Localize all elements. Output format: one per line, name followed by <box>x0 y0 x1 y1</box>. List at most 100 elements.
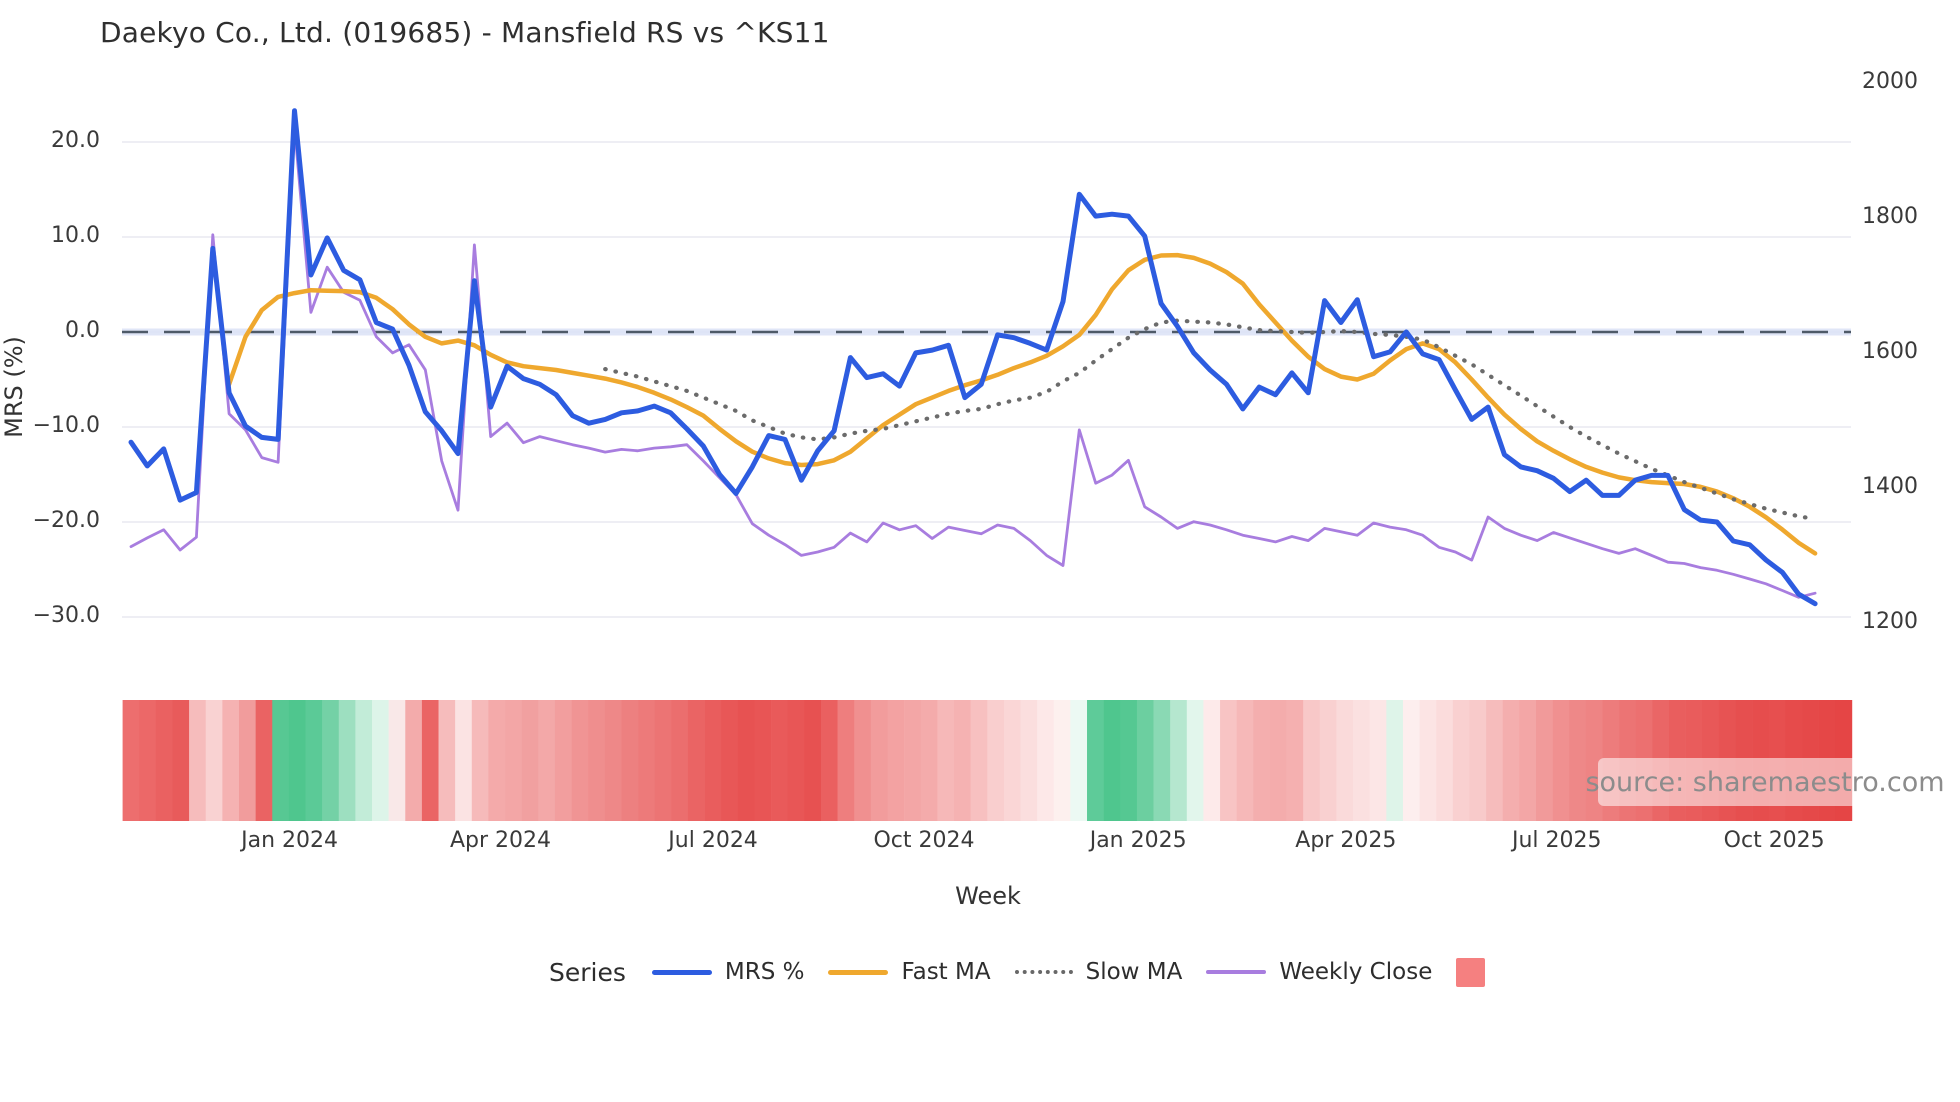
heatmap-cell <box>1003 700 1021 821</box>
y-tick-right-1600: 1600 <box>1862 338 1918 364</box>
heatmap-cell <box>1519 700 1537 821</box>
heatmap-cell <box>255 700 273 821</box>
heatmap-cell <box>704 700 722 821</box>
heatmap-cell <box>139 700 157 821</box>
heatmap-cell <box>887 700 905 821</box>
heatmap-cell <box>870 700 888 821</box>
heatmap-cell <box>754 700 772 821</box>
legend-item-mrs: MRS % <box>651 959 805 985</box>
heatmap-cell <box>804 700 822 821</box>
heatmap-cell <box>372 700 389 821</box>
heatmap-cell <box>1353 700 1370 821</box>
heatmap-cell <box>488 700 506 821</box>
heatmap-cell <box>205 700 223 821</box>
heatmap-cell <box>338 700 356 821</box>
heatmap-cell <box>1469 700 1487 821</box>
y-tick-left-20: 20.0 <box>51 128 100 153</box>
legend: Series MRS % Fast MA Slow MA Weekly Clos… <box>549 950 1486 994</box>
legend-label-fastma: Fast MA <box>901 959 991 985</box>
heatmap-cell <box>904 700 922 821</box>
heatmap-cell <box>1552 700 1570 821</box>
heatmap-cell <box>421 700 439 821</box>
series-mrs- <box>128 108 1818 607</box>
heatmap-cell <box>1087 700 1104 821</box>
heatmap-cell <box>588 700 606 821</box>
heatmap-cell <box>239 700 256 821</box>
heatmap-cell <box>920 700 938 821</box>
y-tick-left--10: −10.0 <box>32 413 100 438</box>
x-tick-apr-2024: Apr 2024 <box>449 828 552 853</box>
heatmap-cell <box>272 700 290 821</box>
heatmap-cell <box>172 700 190 821</box>
heatmap-cell <box>1402 700 1420 821</box>
y-axis-label-right: Close (weekly) <box>1848 210 1960 450</box>
heatmap-cell <box>288 700 306 821</box>
heatmap-cell <box>1486 700 1504 821</box>
heatmap-cell <box>538 700 556 821</box>
heatmap-cell <box>687 700 705 821</box>
heatmap-cell <box>505 700 522 821</box>
heatmap-cell <box>1037 700 1055 821</box>
heatmap-cell <box>1535 700 1553 821</box>
heatmap-cell <box>987 700 1005 821</box>
source-watermark: source: sharemaestro.com <box>1585 758 1945 806</box>
heatmap-cell <box>1436 700 1454 821</box>
heatmap-cell <box>455 700 473 821</box>
fast-ma-line-swatch-icon <box>828 969 889 975</box>
heatmap-cell <box>471 700 489 821</box>
heatmap-cell <box>737 700 755 821</box>
heatmap-cell <box>771 700 789 821</box>
heatmap-cell <box>604 700 622 821</box>
legend-item-heatmap <box>1456 957 1486 987</box>
heatmap-cell <box>1203 700 1221 821</box>
y-tick-right-1800: 1800 <box>1862 203 1918 229</box>
heatmap-cell <box>638 700 655 821</box>
legend-item-weekly-close: Weekly Close <box>1206 959 1432 985</box>
y-tick-left--30: −30.0 <box>32 603 100 628</box>
y-tick-left-0: 0.0 <box>65 318 100 343</box>
heatmap-cell <box>671 700 689 821</box>
chart-title: Daekyo Co., Ltd. (019685) - Mansfield RS… <box>100 16 830 49</box>
heatmap-cell <box>1103 700 1121 821</box>
y-tick-left-10: 10.0 <box>51 223 100 248</box>
heatmap-cell <box>1053 700 1071 821</box>
weekly-close-line-swatch-icon <box>1206 970 1267 974</box>
x-axis-label: Week <box>955 882 1021 910</box>
heatmap-cell <box>355 700 373 821</box>
heatmap-cell <box>1070 700 1088 821</box>
legend-label-slowma: Slow MA <box>1085 959 1183 985</box>
x-tick-oct-2024: Oct 2024 <box>873 828 975 853</box>
y-tick-left--20: −20.0 <box>32 508 100 533</box>
heatmap-cell <box>820 700 838 821</box>
x-tick-apr-2025: Apr 2025 <box>1295 828 1397 853</box>
heatmap-cell <box>155 700 173 821</box>
heatmap-cell <box>621 700 639 821</box>
heatmap-cell <box>189 700 207 821</box>
legend-item-slowma: Slow MA <box>1014 959 1183 985</box>
x-tick-jul-2024: Jul 2024 <box>668 828 758 853</box>
heatmap-cell <box>1220 700 1237 821</box>
slow-ma-dotted-swatch-icon <box>1014 970 1073 974</box>
heatmap-cell <box>1170 700 1188 821</box>
heatmap-cell <box>388 700 406 821</box>
heatmap-cell <box>721 700 739 821</box>
y-tick-right-1200: 1200 <box>1862 608 1918 634</box>
heatmap-cell <box>1569 700 1587 821</box>
series-weekly-close <box>129 125 1817 599</box>
mrs-line-swatch-icon <box>651 969 712 975</box>
heatmap-cell <box>322 700 340 821</box>
legend-item-fastma: Fast MA <box>828 959 991 985</box>
heatmap-cell <box>521 700 539 821</box>
x-tick-jul-2025: Jul 2025 <box>1511 828 1602 853</box>
heatmap-cell <box>554 700 572 821</box>
heatmap-cell <box>937 700 955 821</box>
heatmap-cell <box>1419 700 1437 821</box>
heatmap-cell <box>1286 700 1304 821</box>
heatmap-cell <box>1386 700 1404 821</box>
y-tick-right-2000: 2000 <box>1862 68 1918 94</box>
heatmap-cell <box>1502 700 1520 821</box>
heatmap-cell <box>571 700 589 821</box>
x-tick-jan-2024: Jan 2024 <box>241 828 339 853</box>
legend-label-mrs: MRS % <box>724 959 805 985</box>
